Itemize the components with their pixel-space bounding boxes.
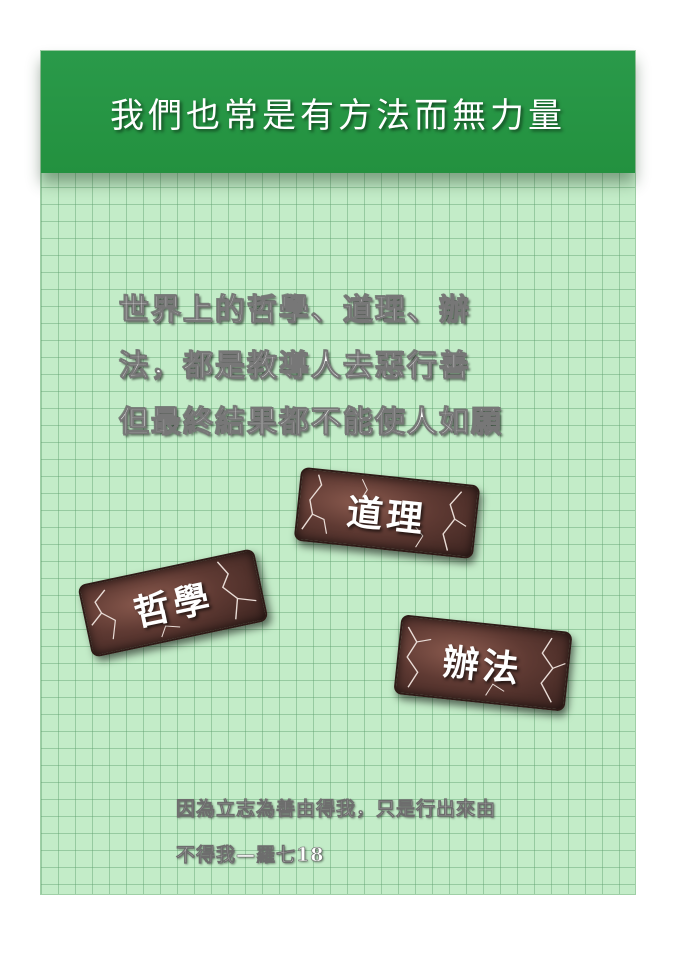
body-text: 世界上的哲學、道理、辦 法，都是教導人去惡行善 但最終結果都不能使人如願: [119, 283, 559, 451]
verse-line-1: 因為立志為善由得我，只是行出來由: [176, 798, 497, 821]
plaque-zhexue: 哲學: [77, 548, 269, 658]
crack-texture: [406, 626, 566, 703]
page-title: 我們也常是有方法而無力量: [110, 95, 566, 136]
verse-line-2: 不得我—羅七18: [176, 844, 325, 867]
scripture-verse: 因為立志為善由得我，只是行出來由 不得我—羅七18: [176, 786, 626, 878]
body-line-2: 法，都是教導人去惡行善: [119, 349, 471, 385]
title-banner: 我們也常是有方法而無力量: [41, 51, 635, 173]
plaque-daoli: 道理: [293, 466, 481, 560]
plaque-bianfa-label: 辦法: [440, 640, 525, 692]
body-line-1: 世界上的哲學、道理、辦: [119, 293, 471, 329]
poster: 我們也常是有方法而無力量 世界上的哲學、道理、辦 法，都是教導人去惡行善 但最終…: [40, 50, 636, 895]
crack-texture: [301, 474, 467, 551]
crack-texture: [91, 561, 257, 640]
plaque-bianfa: 辦法: [393, 614, 573, 712]
body-line-3: 但最終結果都不能使人如願: [119, 405, 503, 441]
plaque-daoli-label: 道理: [344, 490, 429, 542]
